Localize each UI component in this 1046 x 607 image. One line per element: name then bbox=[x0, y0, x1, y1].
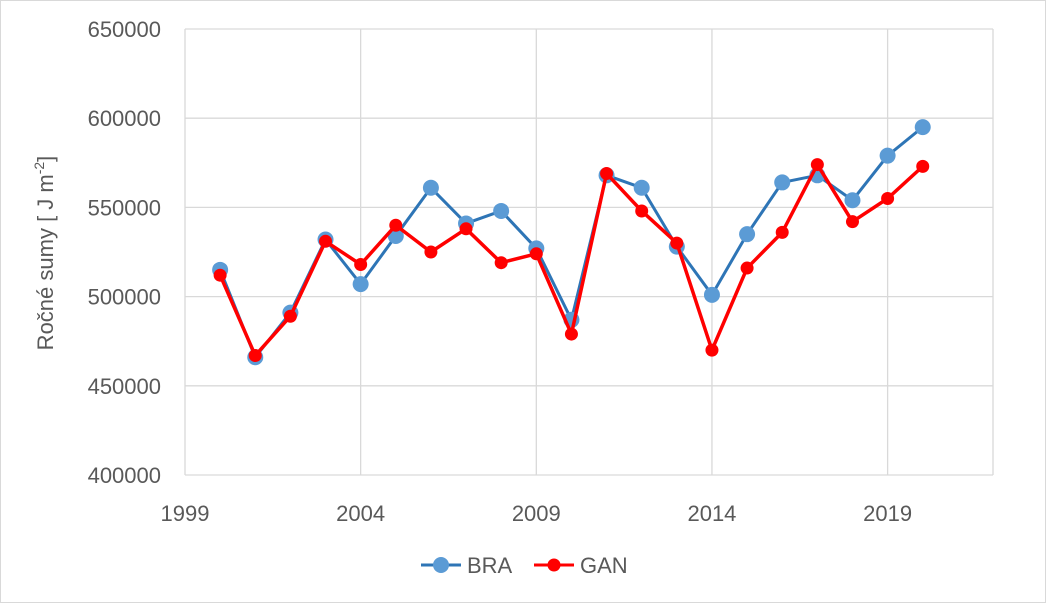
data-point-gan bbox=[459, 222, 473, 236]
y-axis-title: Ročné sumy [ J m-2] bbox=[31, 156, 58, 351]
data-point-gan bbox=[845, 215, 859, 229]
data-point-gan bbox=[354, 257, 368, 271]
x-tick-label: 2019 bbox=[863, 501, 912, 526]
series-line-gan bbox=[218, 162, 924, 358]
series-bra bbox=[212, 119, 931, 366]
data-point-bra bbox=[844, 192, 861, 209]
y-tick-label: 600000 bbox=[88, 106, 161, 131]
data-point-gan bbox=[389, 218, 403, 232]
data-point-bra bbox=[774, 174, 791, 191]
gridlines bbox=[184, 28, 994, 476]
y-tick-label: 550000 bbox=[88, 195, 161, 220]
series-layer bbox=[212, 119, 931, 366]
legend-item-gan: GAN bbox=[534, 553, 628, 578]
data-point-bra bbox=[633, 179, 650, 196]
data-point-gan bbox=[810, 158, 824, 172]
legend-item-bra: BRA bbox=[421, 553, 513, 578]
data-point-gan bbox=[248, 348, 262, 362]
y-tick-label: 650000 bbox=[88, 17, 161, 42]
x-tick-label: 2004 bbox=[336, 501, 385, 526]
data-point-gan bbox=[424, 245, 438, 259]
y-tick-label: 450000 bbox=[88, 374, 161, 399]
data-point-gan bbox=[319, 234, 333, 248]
data-point-gan bbox=[213, 268, 227, 282]
data-point-gan bbox=[635, 204, 649, 218]
data-point-gan bbox=[670, 236, 684, 250]
data-point-gan bbox=[283, 309, 297, 323]
legend: BRA GAN bbox=[421, 553, 628, 578]
data-point-bra bbox=[352, 276, 369, 293]
data-point-bra bbox=[739, 226, 756, 243]
data-point-gan bbox=[600, 167, 614, 181]
data-point-gan bbox=[705, 343, 719, 357]
y-tick-label: 400000 bbox=[88, 463, 161, 488]
x-tick-label: 1999 bbox=[161, 501, 210, 526]
data-point-bra bbox=[914, 119, 931, 136]
series-gan bbox=[213, 158, 930, 362]
data-point-bra bbox=[879, 147, 896, 164]
data-point-gan bbox=[564, 327, 578, 341]
legend-marker bbox=[433, 557, 449, 573]
data-point-gan bbox=[529, 247, 543, 261]
legend-label: GAN bbox=[580, 553, 628, 578]
data-point-gan bbox=[494, 256, 508, 270]
data-point-gan bbox=[881, 191, 895, 205]
data-point-gan bbox=[775, 225, 789, 239]
data-point-gan bbox=[740, 261, 754, 275]
y-tick-label: 500000 bbox=[88, 285, 161, 310]
data-point-bra bbox=[703, 286, 720, 303]
x-tick-label: 2014 bbox=[687, 501, 736, 526]
x-tick-label: 2009 bbox=[512, 501, 561, 526]
tick-labels: 400000 450000 500000 550000 600000 650000 1999… bbox=[88, 17, 913, 526]
data-point-bra bbox=[493, 202, 510, 219]
data-point-gan bbox=[916, 159, 930, 173]
data-point-bra bbox=[422, 179, 439, 196]
legend-label: BRA bbox=[467, 553, 513, 578]
legend-marker bbox=[547, 558, 561, 572]
